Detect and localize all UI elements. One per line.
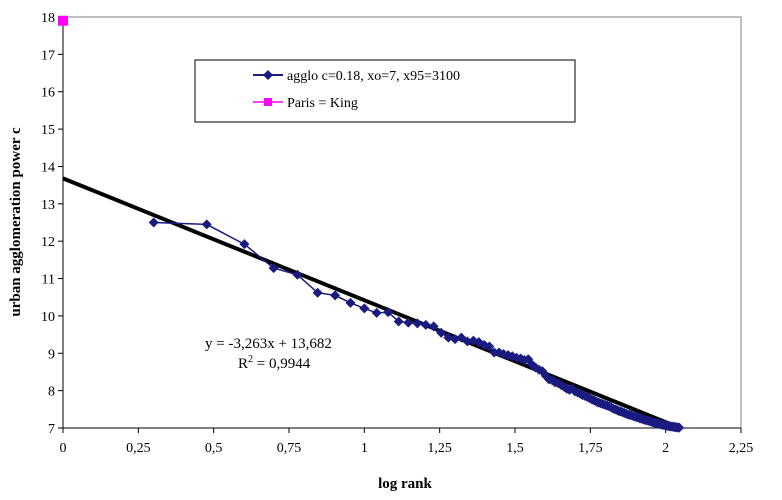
y-tick-label: 12 (41, 235, 55, 250)
x-axis-title: log rank (378, 476, 432, 492)
data-point (428, 321, 439, 332)
x-tick-label: 0,5 (205, 441, 223, 456)
data-point (239, 239, 250, 250)
legend-label-agglo: agglo c=0.18, xo=7, x95=3100 (287, 69, 460, 84)
series-points (58, 15, 685, 433)
y-axis-title: urban agglomeration power c (8, 127, 24, 317)
data-point (393, 316, 404, 327)
y-axis: 7 8 9 10 11 12 13 14 15 16 17 18 (41, 11, 63, 437)
data-point (412, 318, 423, 329)
legend-box (194, 59, 576, 123)
y-tick-label: 10 (41, 310, 55, 325)
y-tick-label: 7 (48, 422, 55, 437)
data-point (312, 287, 323, 298)
data-point (420, 319, 431, 330)
x-tick-label: 0,75 (277, 441, 302, 456)
trendline-r-squared: R2 = 0,9944 (238, 354, 311, 372)
x-tick-label: 1 (361, 441, 368, 456)
data-point (148, 217, 159, 228)
legend-label-paris: Paris = King (287, 96, 358, 111)
data-point (674, 422, 685, 433)
y-tick-label: 8 (48, 385, 55, 400)
legend-marker-square-icon (264, 98, 272, 106)
data-point (436, 327, 447, 338)
data-point (201, 219, 212, 230)
x-axis: 0 0,25 0,5 0,75 1 1,25 1,5 1,75 2 2,25 (60, 428, 754, 456)
y-tick-label: 13 (41, 198, 55, 213)
data-point (484, 341, 495, 352)
data-point (443, 332, 454, 343)
data-point-paris (58, 15, 68, 26)
x-tick-label: 1,5 (506, 441, 524, 456)
trendline (62, 176, 682, 431)
data-point (371, 307, 382, 318)
r2-suffix: = 0,9944 (253, 356, 311, 372)
x-tick-label: 1,75 (578, 441, 603, 456)
data-point (403, 317, 414, 328)
data-point (292, 269, 303, 280)
y-tick-label: 11 (42, 273, 55, 288)
r2-superscript: 2 (248, 354, 253, 365)
y-tick-label: 18 (41, 11, 55, 26)
plot-area (62, 16, 742, 429)
data-point (462, 336, 473, 347)
trendline-equation: y = -3,263x + 13,682 (205, 336, 332, 352)
legend: agglo c=0.18, xo=7, x95=3100 Paris = Kin… (194, 59, 576, 123)
legend-marker-diamond-icon (263, 70, 273, 80)
data-point (359, 303, 370, 314)
x-tick-label: 2 (662, 441, 669, 456)
linear-trendline (62, 176, 682, 431)
x-tick-label: 2,25 (729, 441, 754, 456)
x-tick-label: 0,25 (126, 441, 151, 456)
y-tick-label: 16 (41, 86, 55, 101)
data-point (268, 263, 279, 274)
y-tick-label: 9 (48, 347, 55, 362)
x-tick-label: 0 (60, 441, 67, 456)
r2-prefix: R (238, 356, 248, 372)
data-point (330, 290, 341, 301)
data-point (345, 297, 356, 308)
x-tick-label: 1,25 (427, 441, 452, 456)
data-point (383, 307, 394, 318)
y-tick-label: 15 (41, 123, 55, 138)
y-tick-label: 17 (41, 48, 55, 63)
y-tick-label: 14 (41, 160, 55, 175)
